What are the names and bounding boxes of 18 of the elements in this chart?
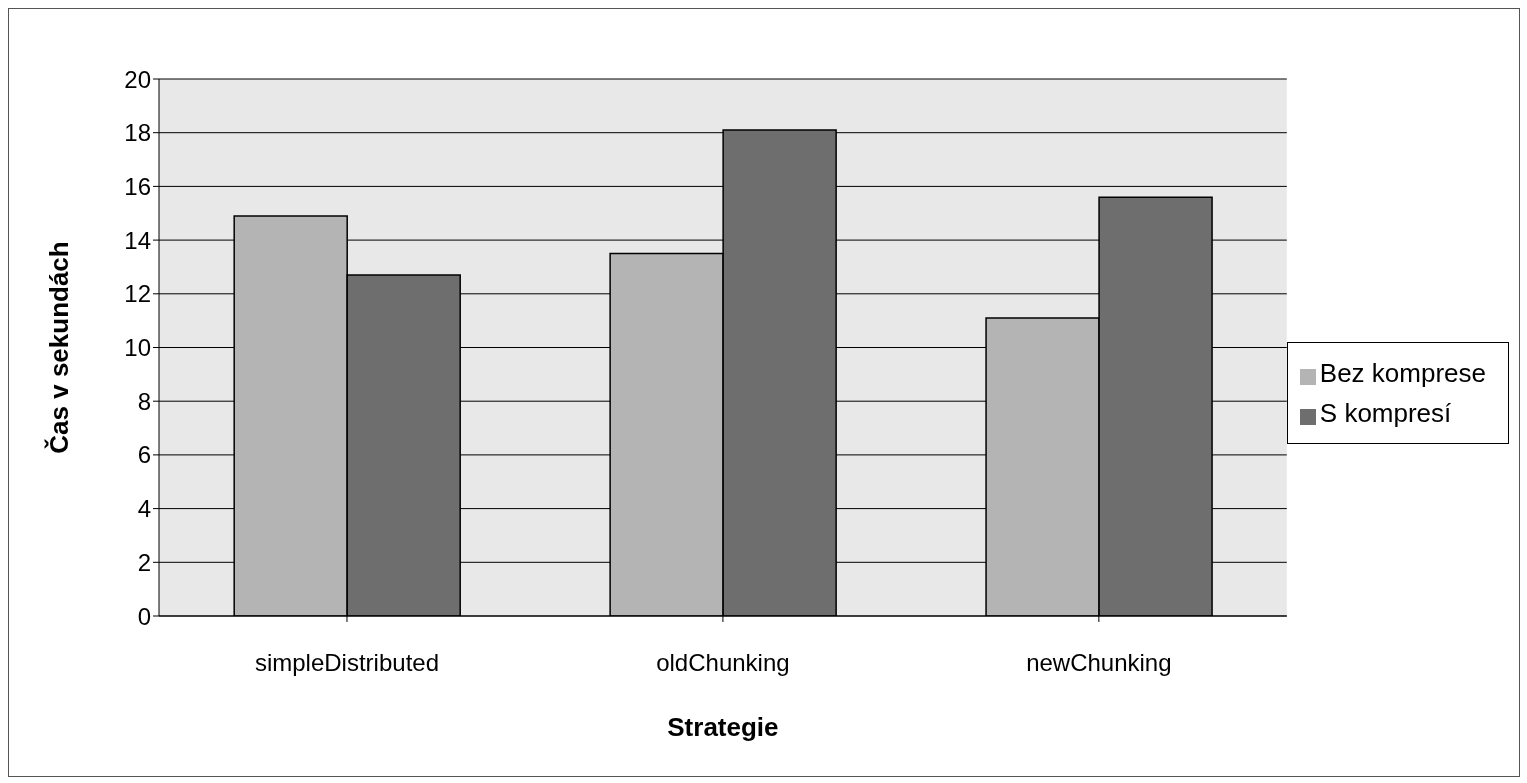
y-tick-label: 16	[124, 172, 151, 200]
x-tick-label: newChunking	[1026, 649, 1172, 677]
y-tick-label: 8	[137, 387, 151, 415]
y-tick-label: 12	[124, 280, 151, 308]
y-axis-title: Čas v sekundách	[44, 241, 75, 454]
legend-label: S kompresí	[1319, 397, 1452, 428]
y-tick-label: 10	[124, 334, 151, 362]
y-tick-label: 0	[137, 602, 151, 630]
legend-label: Bez komprese	[1319, 357, 1486, 388]
y-tick-label: 20	[124, 65, 151, 93]
y-tick-label: 2	[137, 548, 151, 576]
x-axis-title: Strategie	[667, 712, 779, 742]
y-tick-label: 4	[137, 495, 151, 523]
y-tick-label: 14	[124, 226, 151, 254]
y-tick-label: 18	[124, 119, 151, 147]
x-tick-label: simpleDistributed	[254, 649, 440, 677]
y-tick-label: 6	[137, 441, 151, 469]
x-tick-label: oldChunking	[656, 649, 790, 677]
